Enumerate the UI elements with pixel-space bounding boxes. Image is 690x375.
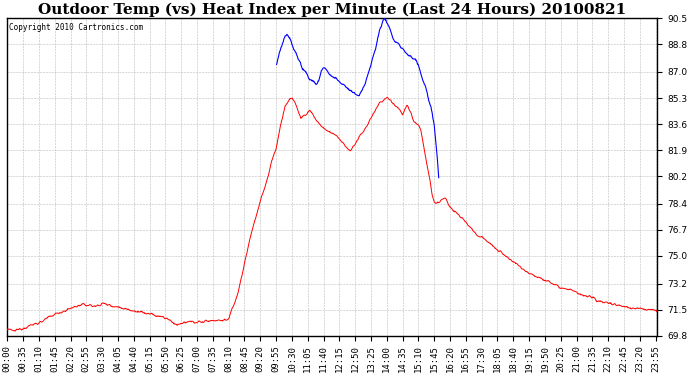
Title: Outdoor Temp (vs) Heat Index per Minute (Last 24 Hours) 20100821: Outdoor Temp (vs) Heat Index per Minute …	[38, 3, 627, 17]
Text: Copyright 2010 Cartronics.com: Copyright 2010 Cartronics.com	[8, 23, 143, 32]
